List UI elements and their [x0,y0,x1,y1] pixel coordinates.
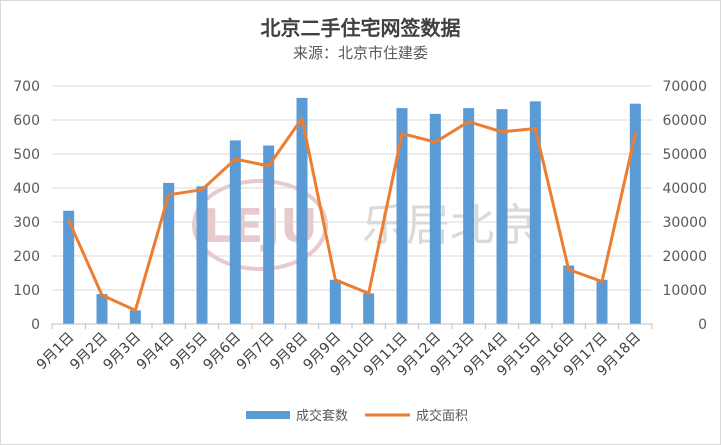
right-y-axis: 0 10000 20000 30000 40000 50000 60000 70000 [662,79,707,333]
right-tick-label: 50000 [662,147,707,163]
bar [263,145,275,324]
line-point [633,132,637,136]
left-tick-label: 400 [13,181,40,197]
line-series [67,116,637,312]
bar-series [63,97,641,325]
left-tick-label: 300 [13,215,40,231]
bar [563,265,575,324]
line-point [267,164,271,168]
bar [496,109,508,325]
bar [596,279,608,324]
legend: 成交套数 成交面积 [246,408,468,424]
bar [129,310,141,324]
line-path [67,116,637,312]
right-tick-label: 0 [698,317,707,333]
line-point [67,218,71,222]
bar [396,108,408,324]
bar [429,113,441,324]
left-tick-label: 500 [13,147,40,163]
watermark-brand-text: 乐居北京 [362,200,538,251]
left-tick-label: 600 [13,113,40,129]
left-tick-label: 100 [13,283,40,299]
left-tick-label: 700 [13,79,40,95]
right-tick-label: 20000 [662,249,707,265]
line-point [333,278,337,282]
line-point [367,291,371,295]
line-point [133,308,137,312]
line-point [500,130,504,134]
bar [363,293,375,324]
line-point [600,280,604,283]
line-point [433,140,437,144]
line-point [567,268,571,272]
bar [529,101,541,324]
bar [196,186,208,324]
line-point [233,157,237,161]
right-tick-label: 40000 [662,181,707,197]
bar [329,279,341,324]
line-point [200,188,204,192]
line-point [300,116,304,120]
right-tick-label: 60000 [662,113,707,129]
right-tick-label: 10000 [662,283,707,299]
legend-label-line: 成交面积 [416,408,468,424]
bar [163,182,175,324]
chart-title: 北京二手住宅网签数据 [260,16,461,40]
watermark-ring [192,179,328,271]
bar [296,97,308,325]
bar [629,103,641,325]
right-tick-label: 30000 [662,215,707,231]
left-y-axis: 0 100 200 300 400 500 600 700 [13,79,40,333]
chart-subtitle: 来源：北京市住建委 [292,44,428,62]
line-point [467,120,471,124]
line-point [167,193,171,197]
bar [96,294,108,324]
line-point [400,132,404,136]
x-axis: 9月1日9月2日9月3日9月4日9月5日9月6日9月7日9月8日9月9日9月10… [34,323,653,380]
left-tick-label: 0 [31,317,40,333]
left-tick-label: 200 [13,249,40,265]
bar [63,210,75,324]
bar [229,140,241,324]
bar [463,108,475,324]
line-point [533,127,537,130]
line-point [100,293,104,297]
right-tick-label: 70000 [662,79,707,95]
legend-label-bars: 成交套数 [296,408,348,424]
legend-swatch-bars [246,411,290,419]
